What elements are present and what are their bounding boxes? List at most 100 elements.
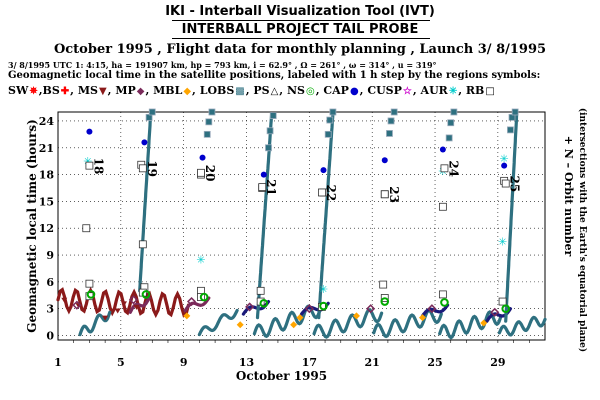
marker-rb bbox=[82, 224, 91, 233]
marker-cap bbox=[501, 162, 508, 169]
chart-description: Geomagnetic local time in the satellite … bbox=[8, 70, 541, 81]
marker-mbl bbox=[236, 321, 244, 329]
marker-mp bbox=[304, 304, 314, 314]
marker-rb bbox=[138, 240, 147, 249]
legend-label: , MS bbox=[70, 84, 98, 97]
x-tick-label: 21 bbox=[365, 356, 380, 369]
subtitle-divider bbox=[172, 38, 430, 39]
marker-lobs bbox=[329, 108, 337, 116]
track-lobs bbox=[138, 112, 153, 293]
y-tick-label: 9 bbox=[46, 249, 54, 262]
y-tick-label: 6 bbox=[46, 276, 54, 289]
y-tick-label: 12 bbox=[39, 222, 54, 235]
marker-lobs bbox=[203, 130, 211, 138]
flight-info: October 1995 , Flight data for monthly p… bbox=[53, 42, 547, 57]
marker-ns bbox=[501, 304, 511, 314]
legend-item-ms: , MS▼ bbox=[70, 84, 106, 97]
marker-ms bbox=[133, 304, 140, 310]
marker-mbl bbox=[480, 319, 488, 327]
marker-aur: ✳ bbox=[500, 152, 509, 165]
x-tick-label: 25 bbox=[427, 356, 442, 369]
legend-item-sw: SW✵ bbox=[8, 84, 38, 97]
legend-label: , MBL bbox=[145, 84, 183, 97]
title-divider bbox=[172, 20, 430, 21]
marker-aur: ✳ bbox=[319, 283, 328, 296]
plot-frame bbox=[57, 111, 546, 341]
marker-lobs bbox=[445, 134, 453, 142]
open-square-icon: □ bbox=[485, 86, 495, 97]
legend-item-ns: , NS◎ bbox=[279, 84, 314, 97]
orbit-number-label: 18 bbox=[91, 158, 105, 175]
x-tick-label: 5 bbox=[117, 356, 125, 369]
orbit-number-label: 19 bbox=[145, 160, 159, 177]
y-tick-label: 24 bbox=[39, 115, 55, 128]
orbit-number-label: 22 bbox=[324, 184, 338, 201]
right-axis-label: + N – Orbit number bbox=[562, 136, 575, 257]
marker-mp bbox=[128, 295, 138, 305]
legend-item-aur: , AUR✳ bbox=[413, 84, 457, 97]
marker-mp bbox=[490, 307, 500, 317]
marker-mbl bbox=[352, 312, 360, 320]
marker-lobs bbox=[324, 130, 332, 138]
y-tick-label: 15 bbox=[39, 195, 54, 208]
x-tick-label: 13 bbox=[239, 356, 254, 369]
dot-icon: ● bbox=[349, 86, 359, 97]
legend-item-ps: , PS△ bbox=[246, 84, 279, 97]
marker-lobs bbox=[208, 108, 216, 116]
marker-lobs bbox=[450, 108, 458, 116]
legend-item-mbl: , MBL◆ bbox=[145, 84, 191, 97]
marker-lobs bbox=[269, 112, 277, 119]
marker-ns bbox=[141, 290, 151, 299]
marker-lobs bbox=[148, 108, 156, 116]
x-tick-label: 17 bbox=[302, 356, 317, 369]
y-tick-label: 21 bbox=[39, 142, 54, 155]
marker-lobs bbox=[387, 117, 395, 125]
marker-ns bbox=[259, 299, 269, 308]
track-mp bbox=[420, 303, 450, 318]
track-lobs bbox=[78, 310, 112, 337]
star-icon: ☆ bbox=[402, 86, 412, 97]
marker-cap bbox=[439, 146, 446, 153]
marker-cap bbox=[320, 167, 327, 174]
green-ring-icon: ◎ bbox=[305, 86, 315, 97]
marker-mbl bbox=[418, 314, 426, 322]
marker-rb bbox=[498, 297, 507, 306]
marker-lobs bbox=[205, 118, 213, 126]
asterisk-icon: ✳ bbox=[448, 86, 458, 97]
orbit-marker-box bbox=[440, 164, 449, 173]
marker-cap bbox=[199, 154, 206, 161]
orbit-number-label: 25 bbox=[508, 176, 522, 193]
sun-icon: ✵ bbox=[29, 86, 38, 97]
app-title: IKI - Interball Visualization Tool (IVT) bbox=[165, 4, 435, 19]
marker-mbl bbox=[290, 321, 298, 329]
marker-cap bbox=[86, 128, 93, 135]
legend-label: SW bbox=[8, 84, 29, 97]
marker-ms bbox=[120, 301, 127, 307]
orbit-marker-box bbox=[138, 164, 147, 173]
triangle-down-icon: ▼ bbox=[98, 86, 107, 97]
orbit-marker-box bbox=[318, 188, 326, 197]
marker-lobs bbox=[507, 126, 514, 134]
striped-square-icon: ▩ bbox=[235, 86, 245, 97]
marker-aur: ✳ bbox=[498, 236, 507, 249]
y-axis-label: Geomagnetic local time (hours) bbox=[25, 119, 39, 333]
marker-mp bbox=[186, 296, 197, 307]
orbit-marker-box bbox=[197, 168, 205, 177]
track-lobs bbox=[504, 112, 519, 323]
marker-rb bbox=[438, 202, 447, 211]
legend-item-cap: , CAP● bbox=[316, 84, 359, 97]
marker-cap bbox=[381, 157, 388, 164]
orbit-number-label: 20 bbox=[203, 165, 217, 182]
marker-lobs bbox=[447, 119, 455, 127]
marker-cap bbox=[260, 171, 267, 178]
orbit-number-label: 21 bbox=[264, 179, 278, 196]
marker-ms bbox=[61, 297, 68, 303]
y-tick-label: 0 bbox=[46, 330, 54, 343]
track-lobs bbox=[317, 112, 335, 320]
orbit-parameters: 3/ 8/1995 UTC 1: 4:15, ha = 191907 km, h… bbox=[8, 60, 437, 70]
orbit-marker-box bbox=[85, 161, 94, 170]
legend-label: , CUSP bbox=[359, 84, 402, 97]
x-axis-label: October 1995 bbox=[236, 369, 327, 383]
diamond-icon: ◆ bbox=[136, 86, 145, 97]
legend-item-rb: , RB□ bbox=[458, 84, 495, 97]
